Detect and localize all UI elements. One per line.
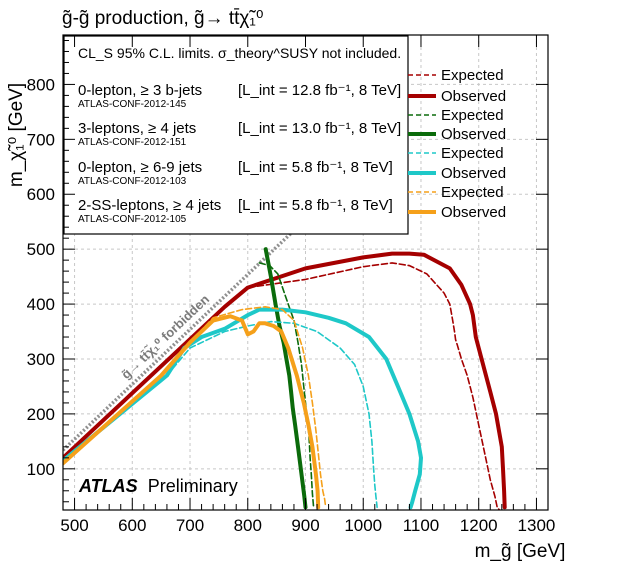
legend-ref-0: ATLAS-CONF-2012-145 (78, 99, 187, 110)
x-tick-label-900: 900 (291, 516, 319, 535)
y-tick-label-700: 700 (27, 130, 55, 149)
chart-title: g̃-g̃ production, g̃→ tt̄χ̃₁⁰ (62, 8, 263, 29)
legend-ref-2: ATLAS-CONF-2012-103 (78, 176, 187, 187)
legend-analysis-1: 3-leptons, ≥ 4 jets (78, 120, 196, 137)
legend-observed-label-1: Observed (441, 126, 506, 143)
x-axis-label: m_g̃ [GeV] (475, 541, 566, 562)
legend: CL_S 95% C.L. limits. σ_theory^SUSY not … (63, 35, 409, 235)
axis-ticks: 500 600 700 800 900 1000 1100 1200 1300 100 200 300… (27, 35, 556, 535)
legend-lumi-1: [L_int = 13.0 fb⁻¹, 8 TeV] (238, 120, 401, 137)
experiment-label: ATLAS Preliminary (78, 476, 238, 496)
curve-4 (63, 307, 423, 510)
x-tick-label-800: 800 (234, 516, 262, 535)
experiment-suffix: Preliminary (148, 476, 238, 496)
legend-expected-label-2: Expected (441, 145, 504, 162)
x-tick-label-700: 700 (176, 516, 204, 535)
y-tick-label-300: 300 (27, 350, 55, 369)
legend-analysis-3: 2-SS-leptons, ≥ 4 jets (78, 197, 221, 214)
y-tick-label-500: 500 (27, 240, 55, 259)
legend-analysis-2: 0-lepton, ≥ 6-9 jets (78, 159, 202, 176)
legend-ref-1: ATLAS-CONF-2012-151 (78, 137, 187, 148)
legend-lumi-0: [L_int = 12.8 fb⁻¹, 8 TeV] (238, 82, 401, 99)
legend-ref-3: ATLAS-CONF-2012-105 (78, 214, 187, 225)
curve-0 (63, 251, 507, 510)
experiment-name: ATLAS (78, 476, 138, 496)
curve-3 (258, 262, 315, 509)
y-tick-label-400: 400 (27, 295, 55, 314)
legend-expected-label-3: Expected (441, 184, 504, 201)
curve-1 (63, 262, 501, 510)
kinematic-boundary-line (63, 218, 307, 452)
x-tick-label-600: 600 (118, 516, 146, 535)
legend-observed-label-0: Observed (441, 88, 506, 105)
y-axis-label: m_χ̃₁⁰ [GeV] (6, 83, 27, 187)
y-tick-label-600: 600 (27, 185, 55, 204)
legend-frame (63, 35, 409, 235)
x-tick-label-1000: 1000 (344, 516, 382, 535)
legend-keys: Expected Observed Expected Observed Expected… (408, 67, 506, 221)
legend-lumi-2: [L_int = 5.8 fb⁻¹, 8 TeV] (238, 159, 393, 176)
legend-observed-label-3: Observed (441, 204, 506, 221)
curve-5 (63, 320, 378, 509)
x-tick-label-1200: 1200 (460, 516, 498, 535)
x-tick-label-1300: 1300 (518, 516, 556, 535)
curve-7 (63, 305, 327, 509)
y-tick-label-200: 200 (27, 405, 55, 424)
y-tick-label-800: 800 (27, 75, 55, 94)
curves (63, 247, 507, 510)
x-tick-label-1100: 1100 (403, 516, 440, 535)
legend-expected-label-0: Expected (441, 67, 504, 84)
y-tick-label-100: 100 (27, 460, 55, 479)
curve-6 (63, 314, 321, 510)
legend-lumi-3: [L_int = 5.8 fb⁻¹, 8 TeV] (238, 197, 393, 214)
x-tick-label-500: 500 (60, 516, 88, 535)
legend-note: CL_S 95% C.L. limits. σ_theory^SUSY not … (78, 45, 401, 61)
legend-observed-label-2: Observed (441, 165, 506, 182)
legend-expected-label-1: Expected (441, 107, 504, 124)
legend-analysis-0: 0-lepton, ≥ 3 b-jets (78, 82, 202, 99)
